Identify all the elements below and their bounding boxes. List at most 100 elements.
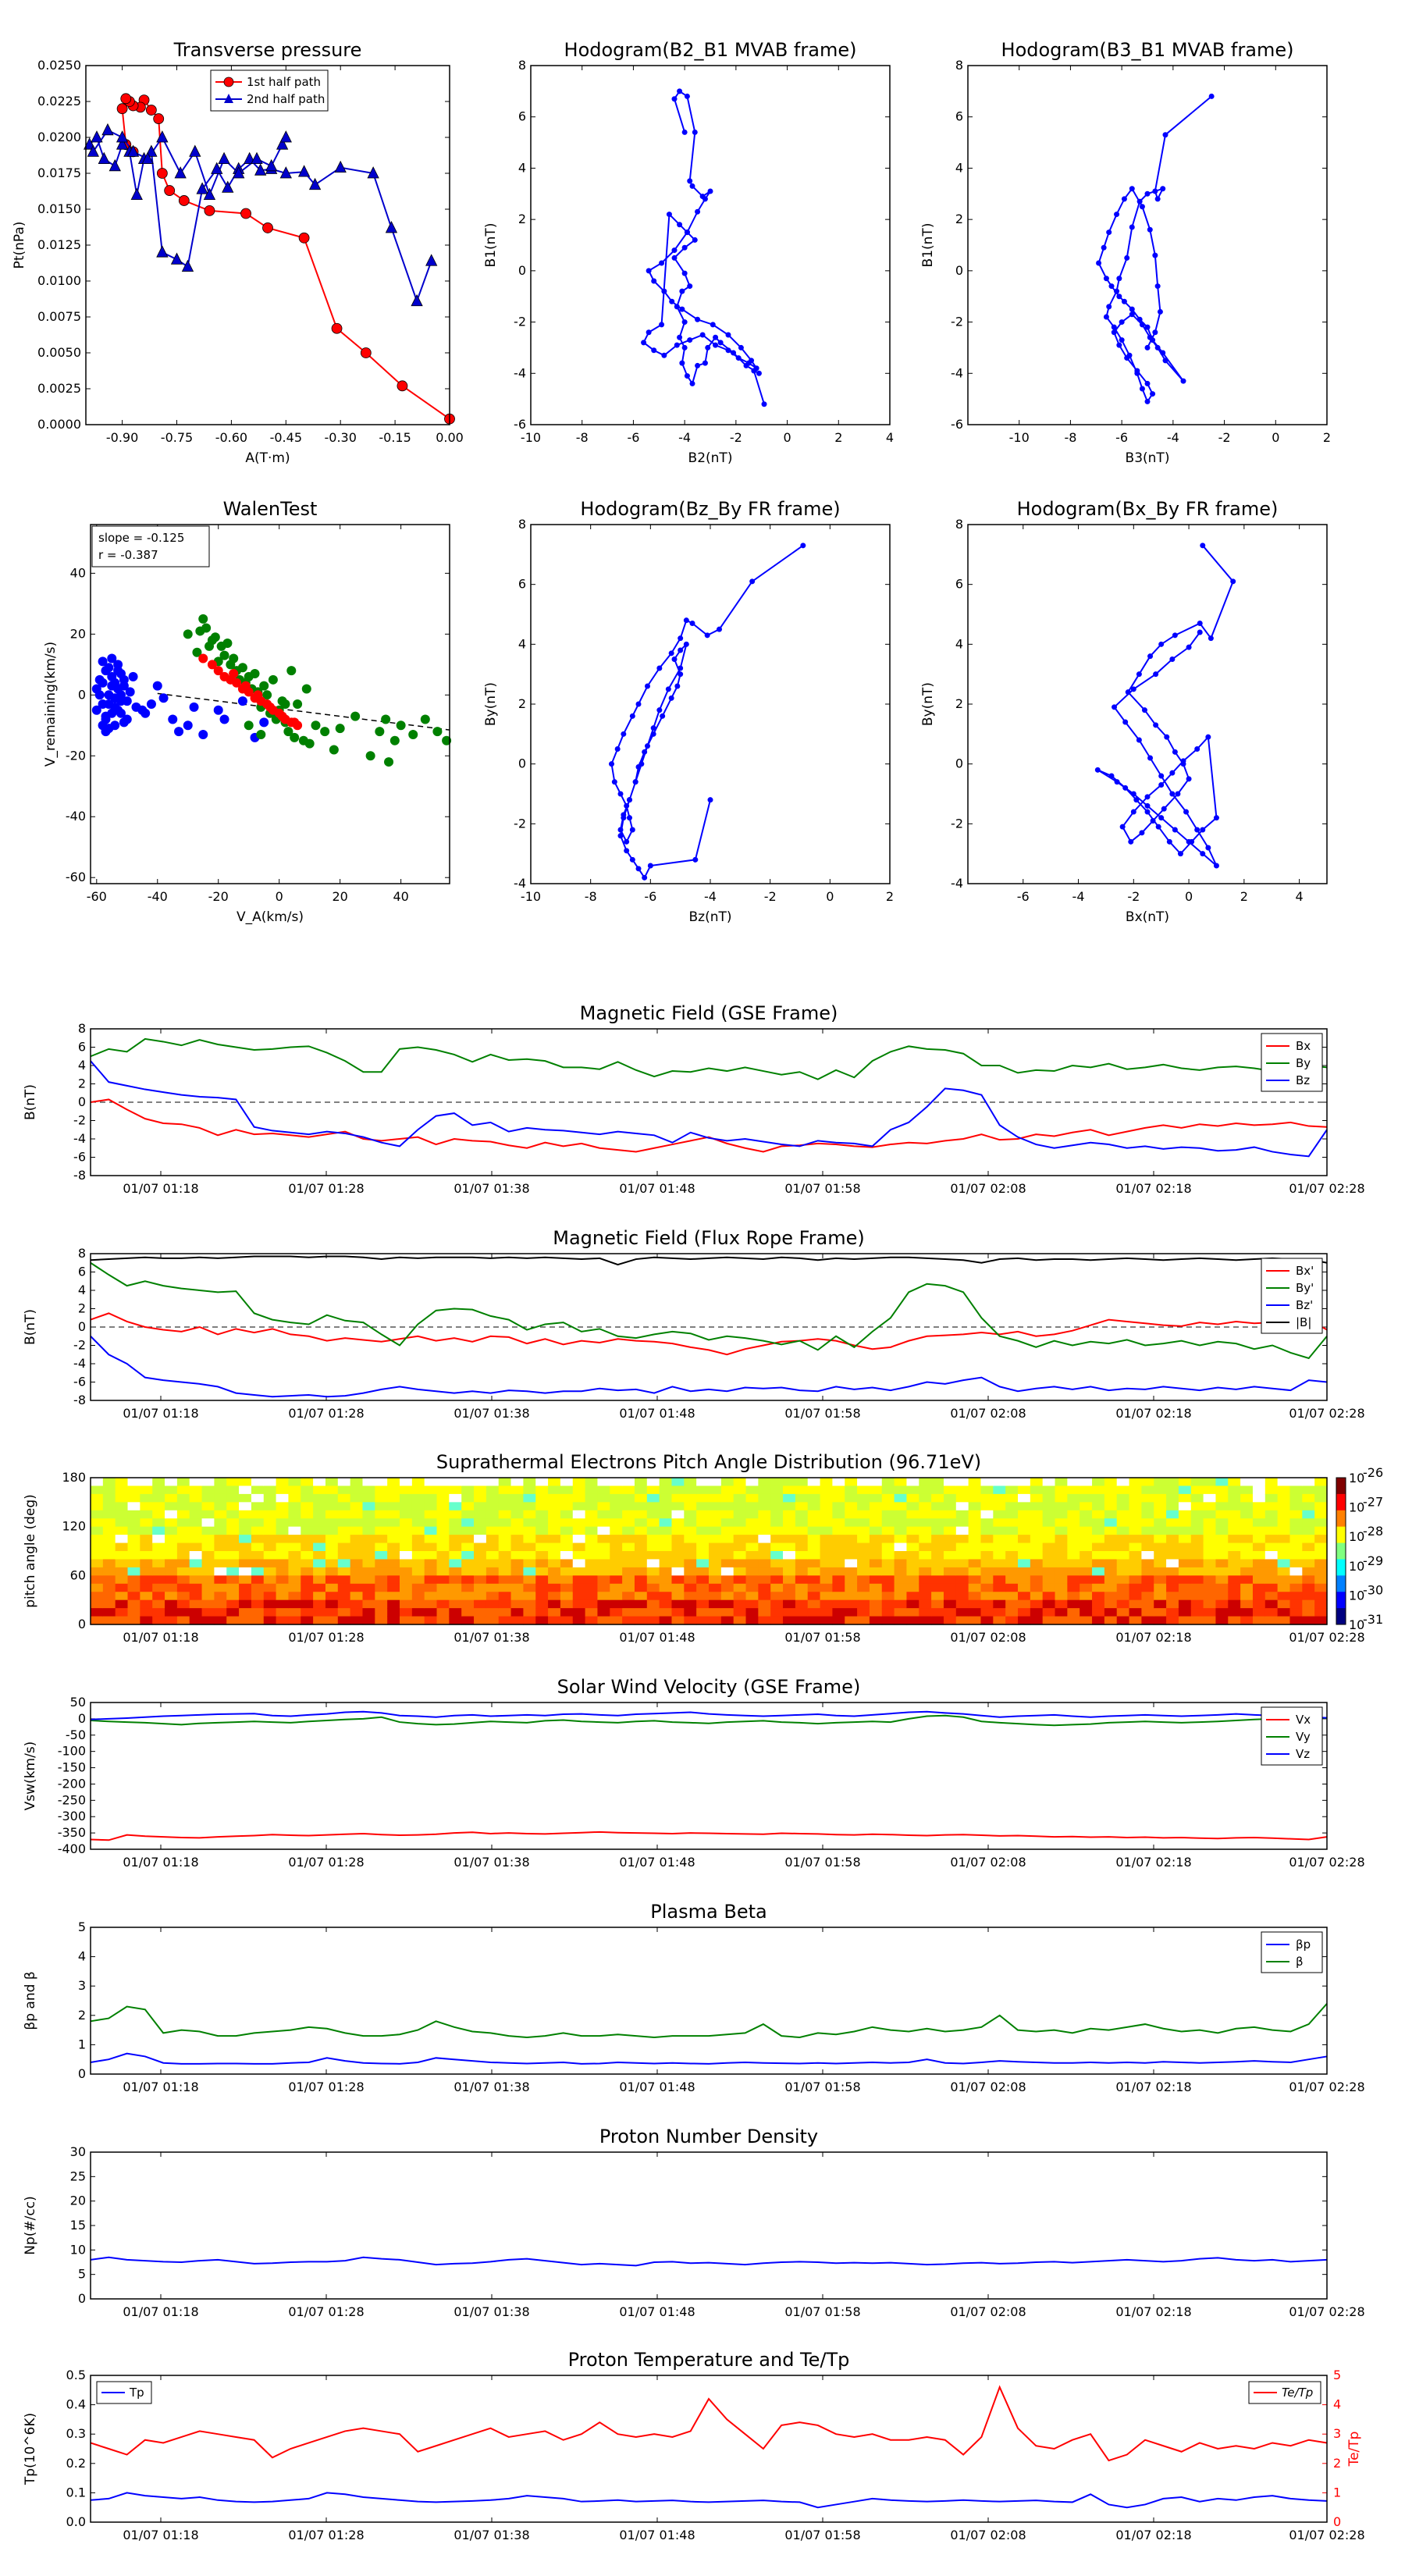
heatmap-cell: [1129, 1599, 1142, 1609]
heatmap-cell: [1067, 1599, 1080, 1609]
heatmap-cell: [1166, 1485, 1179, 1495]
heatmap-cell: [449, 1592, 462, 1601]
heatmap-cell: [659, 1599, 673, 1609]
heatmap-cell: [1067, 1583, 1080, 1592]
heatmap-cell: [659, 1559, 673, 1568]
time-tick-label: 01/07 01:28: [288, 2528, 364, 2542]
y-tick-label: 30: [70, 2144, 86, 2159]
scatter-point: [256, 729, 266, 739]
heatmap-cell: [337, 1478, 351, 1487]
heatmap-cell: [400, 1502, 413, 1511]
heatmap-cell: [720, 1567, 735, 1576]
heatmap-cell: [807, 1599, 821, 1609]
heatmap-cell: [993, 1493, 1006, 1503]
heatmap-cell: [894, 1599, 908, 1609]
chart-hzy-frame: [530, 524, 891, 884]
heatmap-cell: [597, 1485, 610, 1495]
heatmap-cell: [239, 1567, 252, 1576]
series-marker: [251, 151, 263, 165]
heatmap-cell: [1190, 1526, 1204, 1535]
heatmap-cell: [1154, 1551, 1167, 1560]
heatmap-cell: [597, 1599, 610, 1609]
heatmap-cell: [152, 1485, 165, 1495]
heatmap-cell: [239, 1559, 252, 1568]
heatmap-cell: [535, 1542, 549, 1552]
heatmap-cell: [461, 1575, 475, 1585]
legend-label: Vx: [1296, 1713, 1311, 1727]
heatmap-cell: [845, 1502, 858, 1511]
heatmap-cell: [313, 1575, 326, 1585]
hodogram-point: [677, 334, 683, 340]
heatmap-cell: [152, 1526, 165, 1535]
heatmap-cell: [301, 1542, 314, 1552]
heatmap-cell: [869, 1592, 883, 1601]
y-tick-label: 20: [70, 626, 86, 641]
heatmap-cell: [1277, 1478, 1291, 1487]
x-tick-label: -6: [644, 889, 656, 904]
heatmap-cell: [906, 1559, 919, 1568]
heatmap-cell: [770, 1535, 784, 1544]
x-tick-label: 0: [276, 889, 283, 904]
time-tick-label: 01/07 01:48: [619, 2080, 695, 2094]
y-tick-label: 2: [518, 696, 526, 711]
heatmap-cell: [325, 1526, 339, 1535]
heatmap-cell: [720, 1575, 735, 1585]
heatmap-cell: [919, 1608, 932, 1617]
heatmap-cell: [795, 1551, 809, 1560]
heatmap-cell: [770, 1599, 784, 1609]
hodogram-point: [1103, 314, 1109, 320]
heatmap-cell: [1302, 1567, 1315, 1576]
heatmap-cell: [461, 1567, 475, 1576]
heatmap-cell: [881, 1542, 895, 1552]
heatmap-cell: [201, 1485, 215, 1495]
heatmap-cell: [1240, 1478, 1254, 1487]
heatmap-cell: [1067, 1559, 1080, 1568]
time-tick-label: 01/07 01:28: [288, 2080, 364, 2094]
heatmap-cell: [585, 1567, 599, 1576]
heatmap-cell: [498, 1510, 512, 1519]
heatmap-cell: [510, 1510, 524, 1519]
y-tick-label: -350: [58, 1825, 86, 1840]
colorbar-base: 10: [1349, 1588, 1364, 1603]
heatmap-cell: [585, 1551, 599, 1560]
heatmap-cell: [671, 1485, 685, 1495]
heatmap-cell: [807, 1567, 821, 1576]
colorbar-segment: [1336, 1478, 1346, 1495]
panel-title: Suprathermal Electrons Pitch Angle Distr…: [436, 1451, 981, 1473]
heatmap-cell: [1141, 1502, 1154, 1511]
heatmap-cell: [449, 1599, 462, 1609]
heatmap-cell: [498, 1493, 512, 1503]
heatmap-cell: [1116, 1599, 1130, 1609]
heatmap-cell: [709, 1583, 722, 1592]
heatmap-cell: [968, 1592, 982, 1601]
heatmap-cell: [1018, 1575, 1031, 1585]
heatmap-cell: [733, 1493, 747, 1503]
heatmap-cell: [622, 1485, 635, 1495]
heatmap-cell: [1228, 1592, 1241, 1601]
hodogram-point: [687, 283, 693, 290]
heatmap-cell: [795, 1599, 809, 1609]
hodogram-point: [1122, 785, 1129, 791]
heatmap-cell: [474, 1493, 487, 1503]
heatmap-cell: [1116, 1535, 1130, 1544]
hodogram-point: [1119, 337, 1125, 343]
heatmap-cell: [102, 1518, 116, 1528]
hodogram-point: [1144, 344, 1151, 350]
heatmap-cell: [214, 1567, 227, 1576]
heatmap-cell: [758, 1551, 771, 1560]
hodogram-point: [1200, 543, 1206, 549]
heatmap-cell: [337, 1616, 351, 1625]
hodogram-point: [684, 229, 690, 236]
heatmap-cell: [1005, 1542, 1019, 1552]
heatmap-cell: [745, 1592, 759, 1601]
heatmap-cell: [1116, 1518, 1130, 1528]
scatter-point: [389, 735, 400, 745]
hodogram-point: [1208, 93, 1215, 99]
colorbar-base: 10: [1349, 1559, 1364, 1574]
legend-label: 1st half path: [247, 75, 321, 89]
heatmap-cell: [102, 1493, 116, 1503]
heatmap-cell: [560, 1502, 574, 1511]
hodogram-point: [679, 306, 685, 312]
heatmap-cell: [313, 1559, 326, 1568]
heatmap-cell: [931, 1559, 944, 1568]
